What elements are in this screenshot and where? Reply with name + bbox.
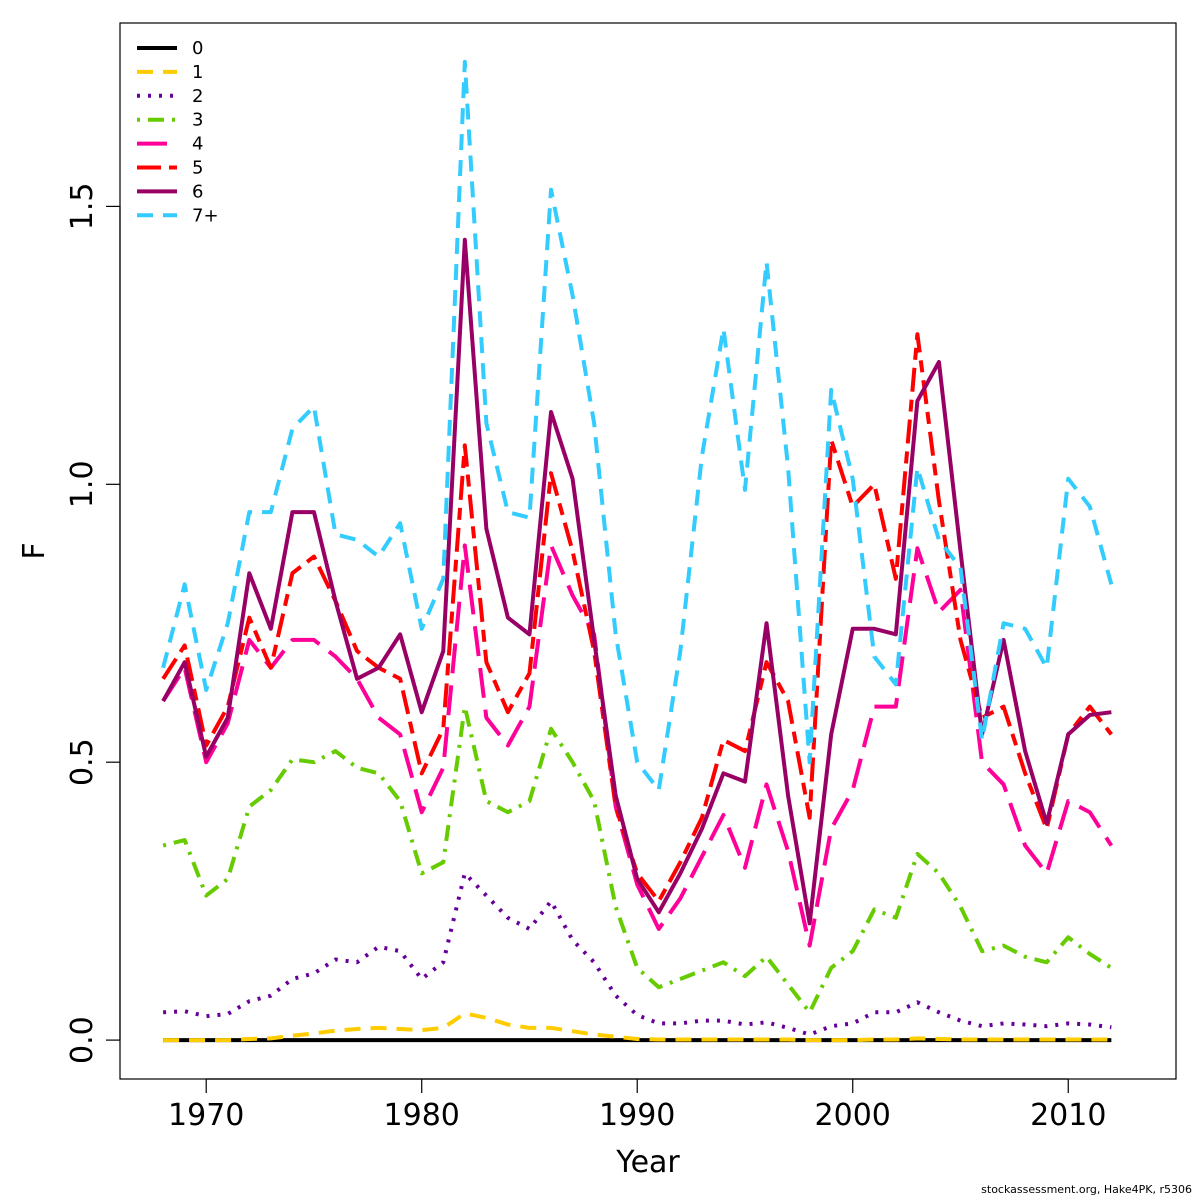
- series-line-5: [161, 332, 1113, 904]
- series-line-2: [162, 871, 1112, 1037]
- series-line-4: [161, 543, 1114, 948]
- legend-label-7: 7+: [192, 205, 219, 226]
- y-axis-title: F: [17, 542, 52, 559]
- legend-label-6: 6: [192, 181, 203, 202]
- legend-label-2: 2: [192, 86, 203, 107]
- plot-frame: [119, 22, 1177, 1080]
- y-tick-label: 1.0: [65, 460, 100, 508]
- legend-label-1: 1: [192, 62, 203, 83]
- x-tick-label: 2000: [815, 1098, 891, 1133]
- x-tick-label: 1990: [599, 1098, 675, 1133]
- series-line-1: [163, 1011, 1112, 1043]
- x-axis: 1970 1980 1990 2000 2010: [168, 1078, 1106, 1133]
- y-tick-label: 0.0: [65, 1016, 100, 1064]
- legend-label-0: 0: [192, 38, 203, 59]
- legend-label-3: 3: [192, 110, 203, 131]
- legend: 0 1 2 3 4 56 7+: [137, 38, 219, 226]
- x-axis-title: Year: [615, 1145, 680, 1180]
- y-tick-label: 1.5: [65, 183, 100, 231]
- legend-label-5: 5: [192, 158, 203, 179]
- x-tick-label: 1980: [384, 1098, 460, 1133]
- series-line-6: [161, 237, 1112, 926]
- legend-label-4: 4: [192, 134, 203, 155]
- x-tick-label: 1970: [168, 1098, 244, 1133]
- y-axis: 0.0 0.5 1.0 1.5: [65, 183, 121, 1064]
- y-tick-label: 0.5: [65, 738, 100, 786]
- series-line-7: [161, 59, 1114, 792]
- credit-text: stockassessment.org, Hake4PK, r5306: [981, 1183, 1192, 1196]
- x-tick-label: 2010: [1030, 1098, 1106, 1133]
- series-layer: [161, 59, 1114, 1043]
